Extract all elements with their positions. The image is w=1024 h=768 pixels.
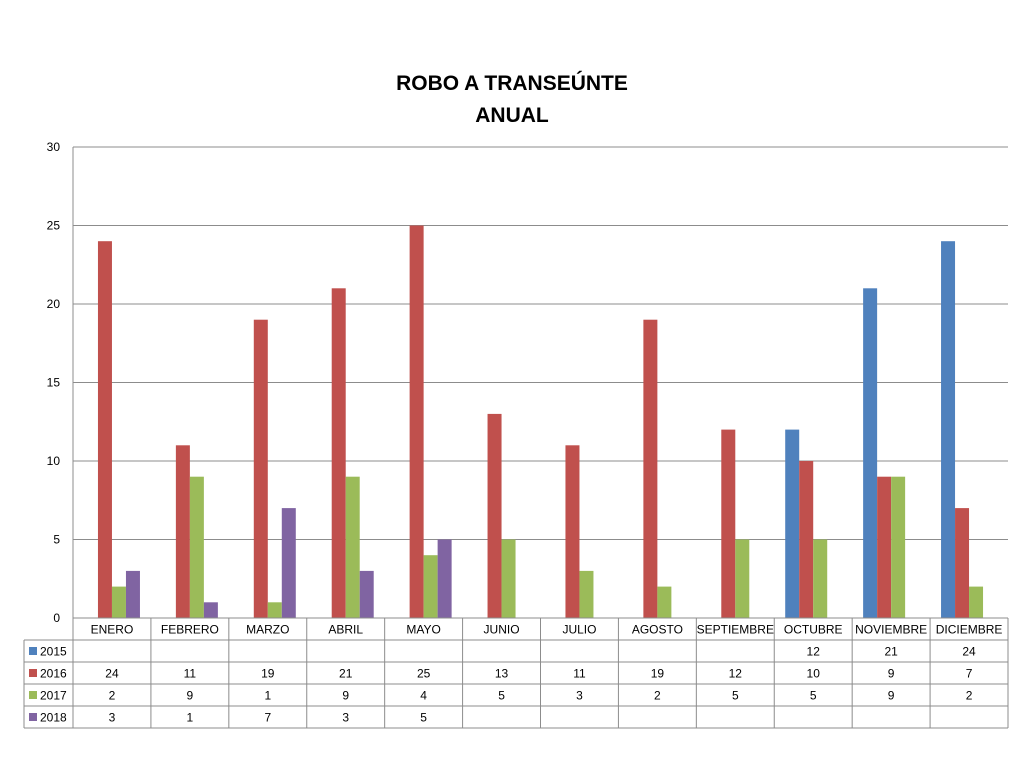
chart-title-line2: ANUAL (475, 104, 549, 127)
data-table: ENERO FEBRERO MARZO ABRIL MAYO JUNIO JULIO AGOS… (23, 617, 1009, 729)
bar-2015-diciembre (941, 241, 956, 618)
y-tick-label-25: 25 (47, 219, 61, 233)
bar-2017-abril (345, 476, 360, 618)
y-tick-label-30: 30 (47, 140, 61, 154)
data-label-2016-agosto: 19 (651, 667, 665, 681)
data-label-2018-abril: 3 (342, 711, 349, 725)
bar-2016-julio (565, 445, 580, 618)
bar-2016-diciembre (955, 508, 970, 618)
bar-2017-marzo (267, 602, 282, 618)
bar-2017-octubre (813, 539, 828, 618)
bar-2018-febrero (203, 602, 218, 618)
bars (97, 225, 984, 618)
chart-title: ROBO A TRANSEÚNTE ANUAL (0, 68, 1024, 132)
legend-label-2015: 2015 (40, 645, 67, 659)
data-label-2016-julio: 11 (573, 667, 586, 681)
bar-2017-febrero (189, 476, 204, 618)
bar-2017-noviembre (891, 476, 906, 618)
x-tick-label-julio: JULIO (562, 623, 596, 637)
legend-key-2016 (29, 669, 37, 677)
bar-2017-mayo (423, 555, 438, 618)
data-label-2017-septiembre: 5 (732, 689, 739, 703)
legend-label-2017: 2017 (40, 689, 67, 703)
bar-2017-diciembre (969, 586, 984, 618)
data-label-2017-diciembre: 2 (966, 689, 973, 703)
data-label-2018-mayo: 5 (420, 711, 427, 725)
data-label-2017-mayo: 4 (420, 689, 427, 703)
data-label-2017-octubre: 5 (810, 689, 817, 703)
data-label-2017-noviembre: 9 (888, 689, 895, 703)
legend-label-2016: 2016 (40, 667, 67, 681)
y-tick-label-5: 5 (53, 533, 60, 547)
y-tick-label-0: 0 (53, 611, 60, 625)
data-label-2016-marzo: 19 (261, 667, 275, 681)
x-tick-label-marzo: MARZO (246, 623, 289, 637)
bar-2016-septiembre (721, 429, 736, 618)
x-tick-label-mayo: MAYO (406, 623, 440, 637)
data-label-2016-octubre: 10 (807, 667, 821, 681)
data-label-2016-septiembre: 12 (729, 667, 743, 681)
data-label-2017-abril: 9 (342, 689, 349, 703)
x-tick-label-abril: ABRIL (328, 623, 363, 637)
bar-2016-enero (97, 241, 112, 618)
bar-2016-febrero (175, 445, 190, 618)
bar-2018-abril (359, 570, 374, 618)
bar-2016-octubre (799, 461, 814, 618)
legend-key-2018 (29, 713, 37, 721)
x-tick-label-octubre: OCTUBRE (784, 623, 843, 637)
bar-2016-agosto (643, 319, 658, 618)
y-tick-label-10: 10 (47, 454, 61, 468)
data-label-2018-febrero: 1 (187, 711, 194, 725)
data-label-2016-noviembre: 9 (888, 667, 895, 681)
chart-title-line1: ROBO A TRANSEÚNTE (396, 72, 628, 95)
bar-2017-junio (501, 539, 516, 618)
data-label-2018-enero: 3 (109, 711, 116, 725)
y-axis: 0 5 10 15 20 25 30 (47, 140, 74, 625)
bar-2018-enero (125, 570, 140, 618)
bar-2017-enero (111, 586, 126, 618)
data-label-2016-enero: 24 (105, 667, 119, 681)
data-label-2016-diciembre: 7 (966, 667, 973, 681)
data-label-2017-enero: 2 (109, 689, 116, 703)
x-tick-label-septiembre: SEPTIEMBRE (697, 623, 774, 637)
bar-2018-marzo (281, 508, 296, 618)
legend-key-2015 (29, 647, 37, 655)
bar-2015-noviembre (863, 288, 878, 618)
data-label-2016-junio: 13 (495, 667, 509, 681)
data-label-2016-abril: 21 (339, 667, 353, 681)
bar-2016-mayo (409, 225, 424, 618)
data-label-2016-febrero: 11 (184, 667, 197, 681)
data-label-2017-agosto: 2 (654, 689, 661, 703)
x-tick-label-noviembre: NOVIEMBRE (855, 623, 927, 637)
x-tick-label-febrero: FEBRERO (161, 623, 219, 637)
data-label-2017-febrero: 9 (187, 689, 194, 703)
data-label-2018-marzo: 7 (264, 711, 271, 725)
data-label-2016-mayo: 25 (417, 667, 431, 681)
data-label-2017-julio: 3 (576, 689, 583, 703)
bar-2017-septiembre (735, 539, 750, 618)
data-label-2015-octubre: 12 (807, 645, 821, 659)
x-tick-label-diciembre: DICIEMBRE (936, 623, 1003, 637)
bar-2016-noviembre (877, 476, 892, 618)
bar-2016-junio (487, 413, 502, 618)
y-tick-label-20: 20 (47, 297, 61, 311)
legend-key-2017 (29, 691, 37, 699)
x-tick-label-enero: ENERO (91, 623, 134, 637)
bar-2018-mayo (437, 539, 452, 618)
data-label-2017-marzo: 1 (264, 689, 271, 703)
data-label-2015-diciembre: 24 (962, 645, 976, 659)
bar-2017-agosto (657, 586, 672, 618)
x-tick-label-junio: JUNIO (484, 623, 520, 637)
bar-2016-marzo (253, 319, 268, 618)
y-tick-label-15: 15 (47, 376, 61, 390)
bar-2015-octubre (785, 429, 800, 618)
x-tick-label-agosto: AGOSTO (632, 623, 683, 637)
legend-label-2018: 2018 (40, 711, 67, 725)
data-label-2017-junio: 5 (498, 689, 505, 703)
bar-2016-abril (331, 288, 346, 618)
data-label-2015-noviembre: 21 (884, 645, 898, 659)
bar-2017-julio (579, 570, 594, 618)
